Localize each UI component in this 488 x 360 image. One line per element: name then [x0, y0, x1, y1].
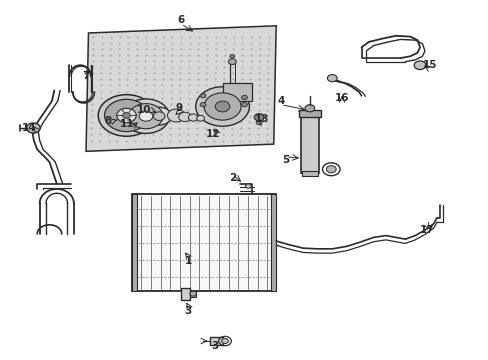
Text: 13: 13 — [254, 114, 268, 124]
Text: 4: 4 — [277, 96, 284, 106]
Bar — [189, 291, 195, 297]
Bar — [210, 337, 222, 345]
Circle shape — [200, 94, 205, 98]
Text: 8: 8 — [104, 116, 111, 126]
Circle shape — [189, 291, 196, 296]
Circle shape — [196, 116, 204, 121]
Circle shape — [413, 61, 425, 69]
Circle shape — [228, 59, 236, 64]
Circle shape — [167, 109, 184, 122]
Bar — [299, 110, 320, 117]
Circle shape — [139, 111, 153, 121]
Text: 3: 3 — [211, 341, 219, 351]
Circle shape — [215, 101, 229, 112]
Text: 14: 14 — [21, 123, 36, 133]
Circle shape — [147, 107, 171, 125]
Circle shape — [327, 75, 336, 82]
Bar — [181, 288, 189, 300]
Circle shape — [326, 166, 335, 173]
Bar — [271, 194, 276, 291]
Circle shape — [200, 103, 205, 107]
Text: 6: 6 — [177, 15, 184, 26]
Circle shape — [305, 105, 314, 112]
Circle shape — [229, 54, 234, 58]
Text: 10: 10 — [137, 105, 151, 115]
Circle shape — [122, 99, 169, 134]
Text: 15: 15 — [422, 60, 436, 70]
Circle shape — [195, 87, 249, 126]
Bar — [302, 171, 317, 176]
Circle shape — [256, 121, 262, 125]
Circle shape — [178, 112, 191, 122]
Circle shape — [26, 123, 40, 133]
Text: 17: 17 — [419, 225, 434, 235]
Text: 7: 7 — [82, 71, 89, 81]
Circle shape — [254, 114, 264, 121]
Circle shape — [117, 108, 136, 123]
Text: 3: 3 — [184, 306, 192, 316]
Circle shape — [241, 95, 247, 100]
Circle shape — [98, 95, 155, 136]
Bar — [132, 194, 276, 291]
Bar — [300, 117, 319, 173]
Bar — [222, 83, 251, 101]
Polygon shape — [86, 26, 276, 151]
Bar — [132, 194, 137, 291]
Circle shape — [122, 113, 130, 118]
Text: 16: 16 — [334, 93, 348, 103]
Circle shape — [245, 184, 251, 188]
Text: 1: 1 — [184, 256, 192, 266]
Circle shape — [188, 114, 198, 121]
Text: 9: 9 — [175, 103, 182, 113]
Circle shape — [241, 103, 247, 107]
Text: 11: 11 — [120, 120, 135, 129]
Circle shape — [104, 99, 148, 132]
Text: 12: 12 — [205, 129, 220, 139]
Text: 2: 2 — [228, 173, 235, 183]
Circle shape — [129, 104, 163, 129]
Circle shape — [203, 93, 241, 120]
Circle shape — [221, 338, 228, 343]
Circle shape — [153, 112, 164, 121]
Text: 5: 5 — [282, 155, 289, 165]
